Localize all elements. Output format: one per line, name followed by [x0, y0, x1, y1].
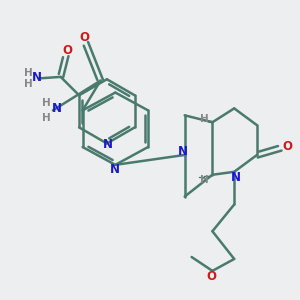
Text: N: N	[178, 145, 188, 158]
Text: N: N	[231, 171, 241, 184]
Text: N: N	[110, 163, 120, 176]
Text: H: H	[200, 175, 208, 185]
Text: H: H	[42, 113, 51, 123]
Polygon shape	[201, 120, 212, 123]
Text: N: N	[103, 138, 112, 152]
Text: O: O	[79, 31, 89, 44]
Text: N: N	[52, 102, 61, 116]
Text: O: O	[62, 44, 73, 57]
Text: H: H	[42, 98, 51, 108]
Text: H: H	[25, 68, 33, 78]
Text: H: H	[200, 114, 208, 124]
Text: H: H	[25, 79, 33, 89]
Text: O: O	[282, 140, 292, 153]
Text: N: N	[32, 71, 42, 84]
Text: O: O	[206, 270, 216, 283]
